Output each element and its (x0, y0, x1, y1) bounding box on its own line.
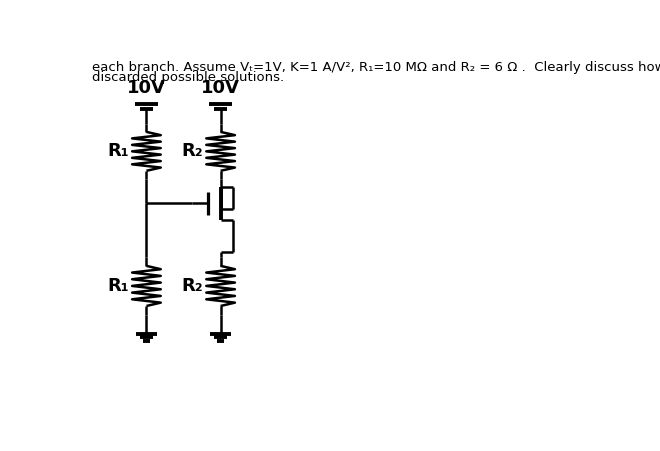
Text: R₂: R₂ (182, 277, 203, 295)
Text: R₂: R₂ (182, 143, 203, 161)
Text: R₁: R₁ (108, 277, 129, 295)
Text: discarded possible solutions.: discarded possible solutions. (92, 71, 284, 84)
Text: each branch. Assume Vₜ=1V, K=1 A/V², R₁=10 MΩ and R₂ = 6 Ω .  Clearly discuss ho: each branch. Assume Vₜ=1V, K=1 A/V², R₁=… (92, 61, 660, 74)
Text: 10V: 10V (127, 79, 166, 97)
Text: 10V: 10V (201, 79, 240, 97)
Text: R₁: R₁ (108, 143, 129, 161)
